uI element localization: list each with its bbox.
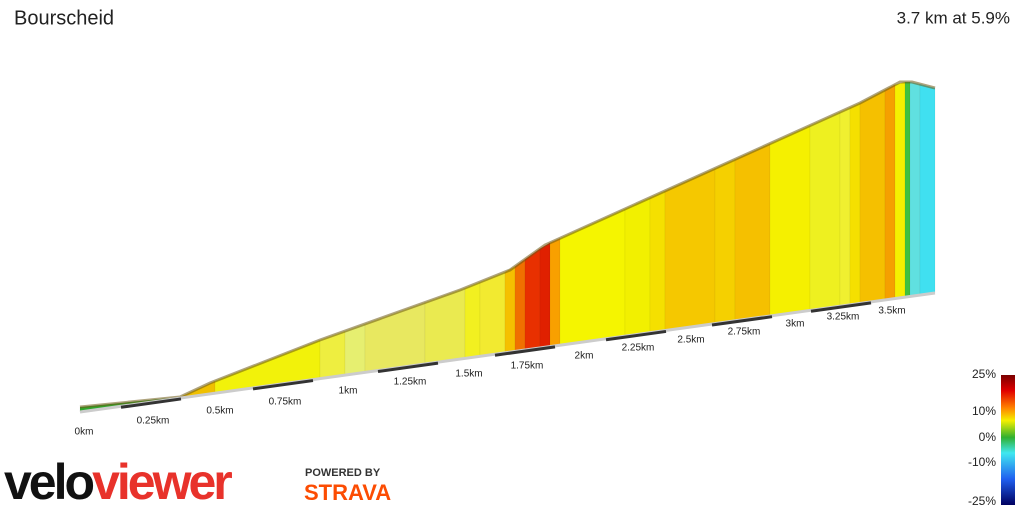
profile-segment (734, 143, 771, 322)
gradient-legend: 25% 10% 0% -10% -25% (968, 367, 996, 508)
title: Bourscheid (14, 7, 114, 29)
distance-band (494, 345, 556, 357)
summary: 3.7 km at 5.9% (897, 8, 1010, 27)
profile-segment (904, 81, 911, 298)
legend-label: -10% (968, 455, 996, 469)
logo: veloviewer (4, 454, 232, 510)
legend-label: 10% (972, 404, 996, 418)
profile-segment (839, 107, 851, 307)
distance-label: 1.5km (455, 369, 482, 380)
profile-segment (649, 190, 666, 333)
distance-label: 2km (575, 351, 594, 362)
profile-segment (524, 248, 541, 351)
profile-segment (909, 81, 921, 297)
gradient-bar (1001, 375, 1015, 505)
distance-label: 0.5km (206, 406, 233, 417)
distance-band (252, 379, 314, 391)
profile (79, 80, 936, 414)
distance-label: 0.75km (269, 397, 302, 408)
distance-label: 3.5km (878, 306, 905, 317)
profile-segment (344, 323, 366, 376)
profile-segment (549, 237, 561, 347)
profile-segment (919, 83, 936, 296)
profile-segment (884, 84, 896, 301)
distance-label: 3km (786, 319, 805, 330)
legend-label: 0% (979, 430, 997, 444)
distance-label: 2.25km (622, 343, 655, 354)
distance-band (120, 397, 182, 409)
logo-right: viewer (92, 454, 232, 510)
distance-band (377, 361, 439, 374)
profile-segment (539, 242, 551, 349)
distance-label: 0km (75, 427, 94, 438)
profile-segment (859, 89, 886, 304)
profile-segment (559, 208, 626, 346)
distance-band (711, 315, 773, 327)
profile-segment (849, 102, 861, 306)
distance-label: 1.75km (511, 361, 544, 372)
profile-top-edge (79, 80, 936, 409)
profile-segment (769, 125, 811, 317)
profile-segment (504, 266, 516, 354)
logo-left: velo (4, 454, 94, 510)
strava: STRAVA (304, 480, 391, 505)
profile-segment (514, 258, 526, 352)
distance-axis: 0km 0.25km 0.5km 0.75km 1km 1.25km 1.5km 1.75km… (75, 301, 906, 438)
distance-label: 2.75km (728, 327, 761, 338)
profile-segment (714, 158, 736, 324)
distance-label: 3.25km (827, 312, 860, 323)
profile-segment (809, 111, 841, 311)
distance-band (605, 329, 667, 342)
distance-band (810, 301, 872, 313)
distance-label: 2.5km (677, 335, 704, 346)
distance-label: 0.25km (137, 416, 170, 427)
powered-by: POWERED BY (305, 467, 381, 479)
profile-segment (624, 197, 651, 337)
distance-label: 1km (339, 386, 358, 397)
distance-label: 1.25km (394, 377, 427, 388)
profile-segment (479, 271, 506, 357)
legend-label: -25% (968, 494, 996, 508)
profile-segment (464, 281, 481, 359)
legend-label: 25% (972, 367, 996, 381)
profile-segment (894, 81, 906, 299)
profile-segment (664, 167, 716, 331)
